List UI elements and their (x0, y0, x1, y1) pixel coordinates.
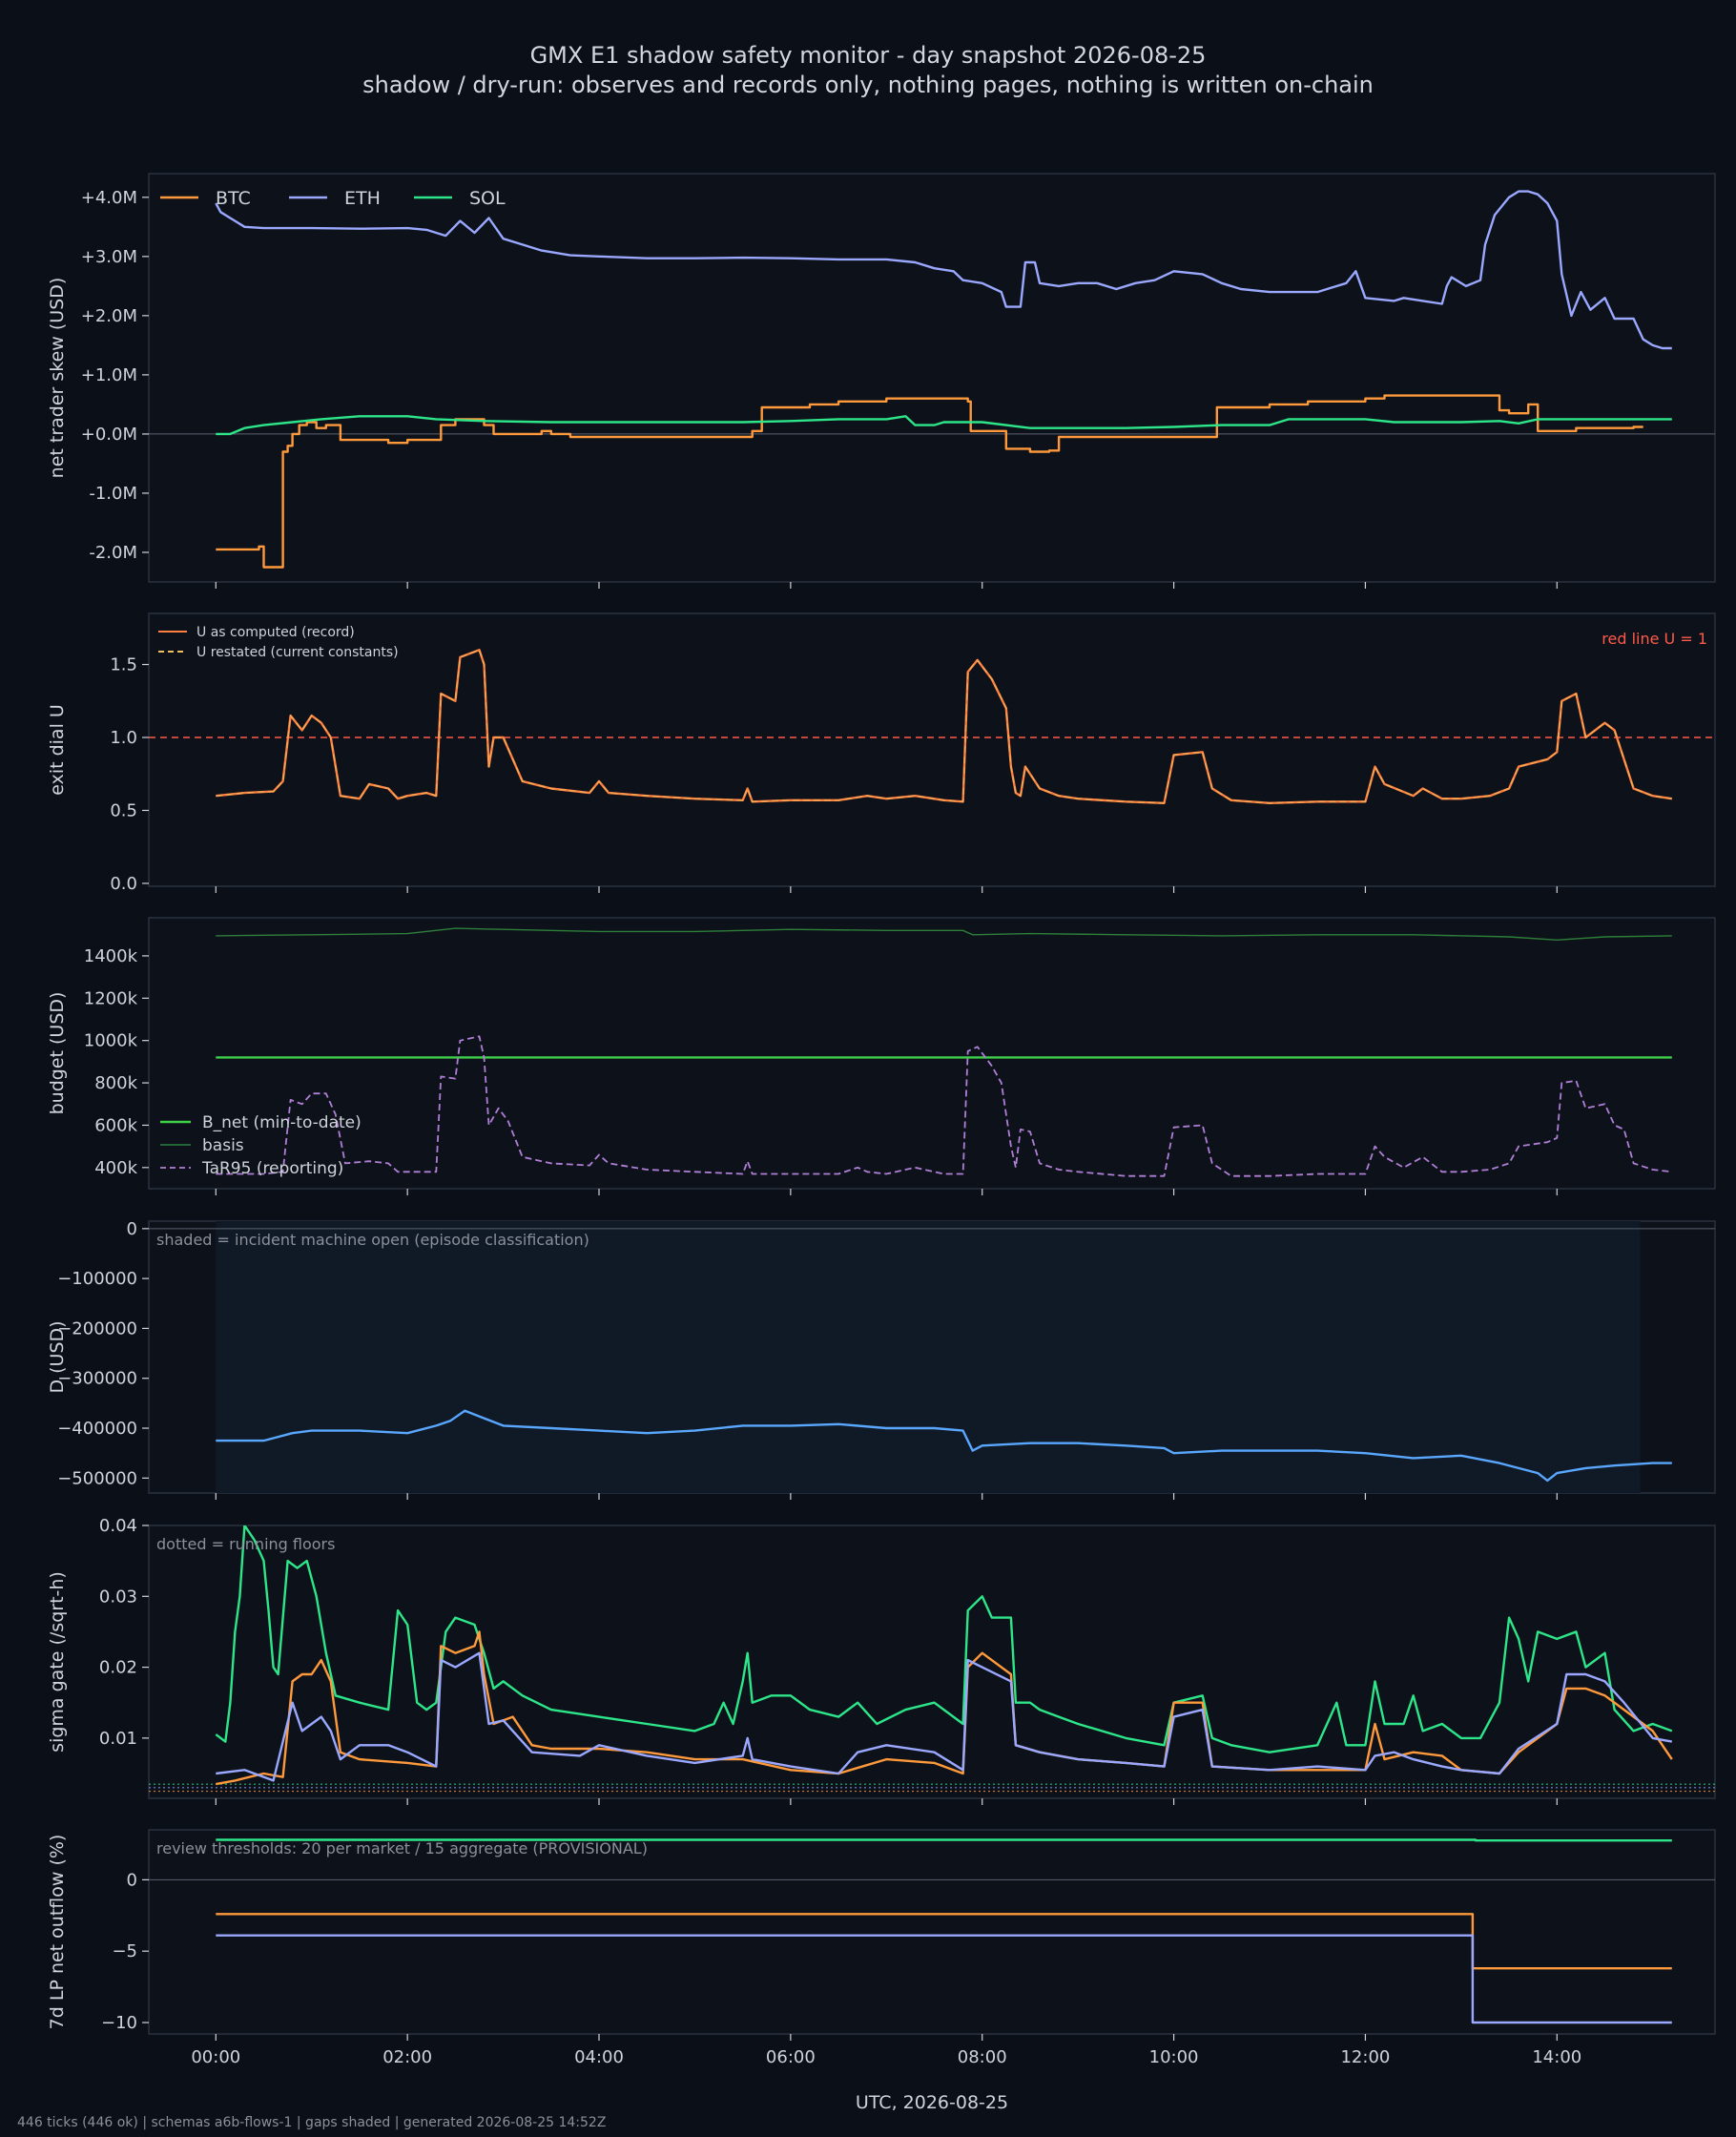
series-group-budget (216, 927, 1672, 1177)
y-tick-label: 0.02 (99, 1658, 137, 1678)
panel-annotation-lp-outflow: review thresholds: 20 per market / 15 ag… (156, 1839, 648, 1857)
y-tick-label: −500000 (57, 1468, 137, 1488)
y-tick-label: 1400k (84, 946, 138, 966)
legend-label: U as computed (record) (196, 625, 355, 640)
panel-frame-sigma (148, 1525, 1716, 1799)
y-tick-label: 1.0 (110, 728, 137, 748)
x-tick-label: 08:00 (958, 2047, 1007, 2067)
y-axis-label-skew: net trader skew (USD) (47, 278, 68, 479)
panel-skew: +4.0M +3.0M +2.0M +1.0M +0.0M -1.0M -2.0M net t… (47, 173, 1716, 589)
panel-frame-budget (148, 917, 1716, 1190)
x-tick-label: 04:00 (574, 2047, 624, 2067)
x-tick-label: 02:00 (382, 2047, 432, 2067)
y-axis-label-drawdown: D (USD) (47, 1320, 68, 1393)
y-axis-label-sigma: sigma gate (/sqrt-h) (47, 1571, 68, 1753)
y-tick-label: 0 (127, 1870, 137, 1890)
panel-frame-skew (148, 173, 1716, 583)
panel-drawdown: 0 −100000 −200000 −300000 −400000 −500000 D (U… (47, 1219, 1716, 1500)
figure-title: GMX E1 shadow safety monitor - day snaps… (530, 42, 1207, 69)
x-tick-label: 06:00 (766, 2047, 816, 2067)
series-line-drawdown-d (216, 1409, 1672, 1483)
series-line-sigma-sol (215, 1525, 1673, 1753)
legend-label: basis (202, 1136, 244, 1155)
series-group-lp-outflow (216, 1838, 1672, 2024)
x-tick-label: 12:00 (1340, 2047, 1390, 2067)
figure-subtitle: shadow / dry-run: observes and records o… (362, 72, 1374, 98)
legend-label: ETH (344, 188, 381, 209)
y-tick-label: 400k (94, 1158, 137, 1178)
panel-budget: 400k 600k 800k 1000k 1200k 1400k budget (USD) B… (47, 917, 1716, 1195)
series-group-drawdown (216, 1409, 1672, 1483)
y-tick-label: 0.01 (99, 1729, 137, 1749)
y-axis-label-budget: budget (USD) (47, 992, 68, 1115)
panel-annotation-sigma: dotted = running floors (156, 1535, 335, 1553)
y-tick-label: +2.0M (81, 306, 137, 326)
series-line-lp-outflow-sol (216, 1838, 1672, 1842)
y-tick-label: 0.0 (110, 874, 137, 894)
y-tick-label: +0.0M (81, 425, 137, 445)
y-tick-label: +1.0M (81, 365, 137, 385)
series-line-lp-outflow-eth (216, 1934, 1672, 2024)
y-tick-label: −5 (112, 1941, 137, 1961)
y-tick-label: −100000 (57, 1269, 137, 1289)
x-tick-label: 14:00 (1532, 2047, 1581, 2067)
y-tick-label: 0.03 (99, 1587, 137, 1607)
series-line-sigma-eth (216, 1651, 1673, 1782)
series-line-sigma-btc (216, 1630, 1673, 1786)
incident-shaded-span (216, 1221, 1641, 1493)
panel-frame-exit-dial (148, 612, 1716, 887)
series-group-exit-dial (216, 649, 1672, 804)
y-tick-label: 1200k (84, 988, 138, 1008)
y-tick-label: −10 (101, 2013, 137, 2033)
y-tick-label: −200000 (57, 1318, 137, 1338)
y-tick-label: +4.0M (81, 188, 137, 208)
y-tick-label: 1000k (84, 1031, 138, 1051)
y-tick-label: -1.0M (89, 484, 137, 504)
legend-label: TaR95 (reporting) (201, 1159, 343, 1178)
panel-annotation-drawdown: shaded = incident machine open (episode … (156, 1231, 589, 1249)
panel-frame-lp-outflow (148, 1829, 1716, 2035)
y-tick-label: +3.0M (81, 247, 137, 267)
series-line-exit-dial-u-restated-current-constants- (216, 649, 1672, 804)
footer-status: 446 ticks (446 ok) | schemas a6b-flows-1… (17, 2115, 606, 2130)
panel-sigma: 0.01 0.02 0.03 0.04 sigma gate (/sqrt-h) dott… (47, 1516, 1716, 1805)
chart-panels: +4.0M +3.0M +2.0M +1.0M +0.0M -1.0M -2.0M net t… (47, 173, 1716, 2067)
y-tick-label: 0 (127, 1219, 137, 1239)
y-axis-label-exit-dial: exit dial U (47, 704, 68, 796)
series-group-sigma (215, 1525, 1673, 1786)
panel-lp-outflow: 0 −5 −10 00:00 02:00 04:00 06:00 08:00 10:00 12:0… (47, 1829, 1716, 2067)
x-tick-label: 00:00 (191, 2047, 240, 2067)
y-tick-label: -2.0M (89, 543, 137, 563)
y-tick-label: 0.5 (110, 800, 137, 820)
series-line-budget-tar95-reporting- (216, 1035, 1672, 1177)
x-axis-label: UTC, 2026-08-25 (856, 2092, 1008, 2113)
legend-label: B_net (min-to-date) (202, 1113, 362, 1132)
red-line-annotation: red line U = 1 (1602, 630, 1707, 648)
y-tick-label: −300000 (57, 1369, 137, 1389)
series-line-skew-eth (215, 190, 1672, 350)
y-tick-label: 1.5 (110, 655, 137, 675)
panel-exit-dial: 0.0 0.5 1.0 1.5 exit dial U red line U = 1 U a… (47, 612, 1716, 894)
y-tick-label: 800k (94, 1073, 137, 1093)
legend-label: BTC (216, 188, 251, 209)
y-tick-label: 600k (94, 1115, 137, 1135)
series-line-budget-basis (216, 927, 1672, 941)
legend-label: SOL (469, 188, 506, 209)
series-line-skew-sol (216, 415, 1672, 436)
series-group-skew (215, 190, 1672, 569)
y-axis-label-lp-outflow: 7d LP net outflow (%) (47, 1835, 68, 2030)
x-tick-label: 10:00 (1149, 2047, 1199, 2067)
y-tick-label: −400000 (57, 1419, 137, 1439)
y-tick-label: 0.04 (99, 1516, 137, 1536)
legend-label: U restated (current constants) (196, 645, 399, 660)
series-line-skew-btc (216, 394, 1643, 569)
